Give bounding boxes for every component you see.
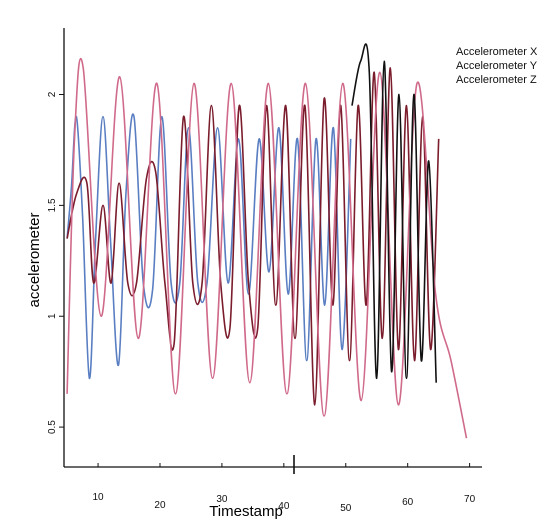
x-axis-title: Timestamp	[209, 503, 283, 520]
series-line-4	[351, 43, 437, 383]
y-tick-label-2: 2	[47, 91, 58, 97]
y-tick-label-1: 1	[47, 313, 58, 319]
legend-entry-1: Accelerometer X	[456, 46, 538, 58]
y-axis-title: accelerometer	[26, 212, 43, 307]
plot-lines	[66, 43, 468, 439]
y-tick-label-1.5: 1.5	[47, 198, 58, 212]
x-tick-label-10: 10	[92, 492, 104, 503]
legend-entry-3: Accelerometer Z	[456, 74, 537, 86]
y-ticks: 0.5 1 1.5 2	[47, 91, 64, 434]
x-ticks: 10 20 30 40 50 60 70	[92, 463, 476, 514]
x-tick-label-60: 60	[402, 497, 414, 508]
legend-entry-2: Accelerometer Y	[456, 60, 538, 72]
x-tick-label-30: 30	[216, 494, 228, 505]
y-tick-label-0.5: 0.5	[47, 420, 58, 434]
x-tick-label-70: 70	[464, 494, 476, 505]
x-tick-label-40: 40	[278, 501, 290, 512]
x-tick-label-50: 50	[340, 503, 352, 514]
x-tick-label-20: 20	[154, 500, 166, 511]
legend: Accelerometer X Accelerometer Y Accelerome…	[456, 46, 538, 86]
